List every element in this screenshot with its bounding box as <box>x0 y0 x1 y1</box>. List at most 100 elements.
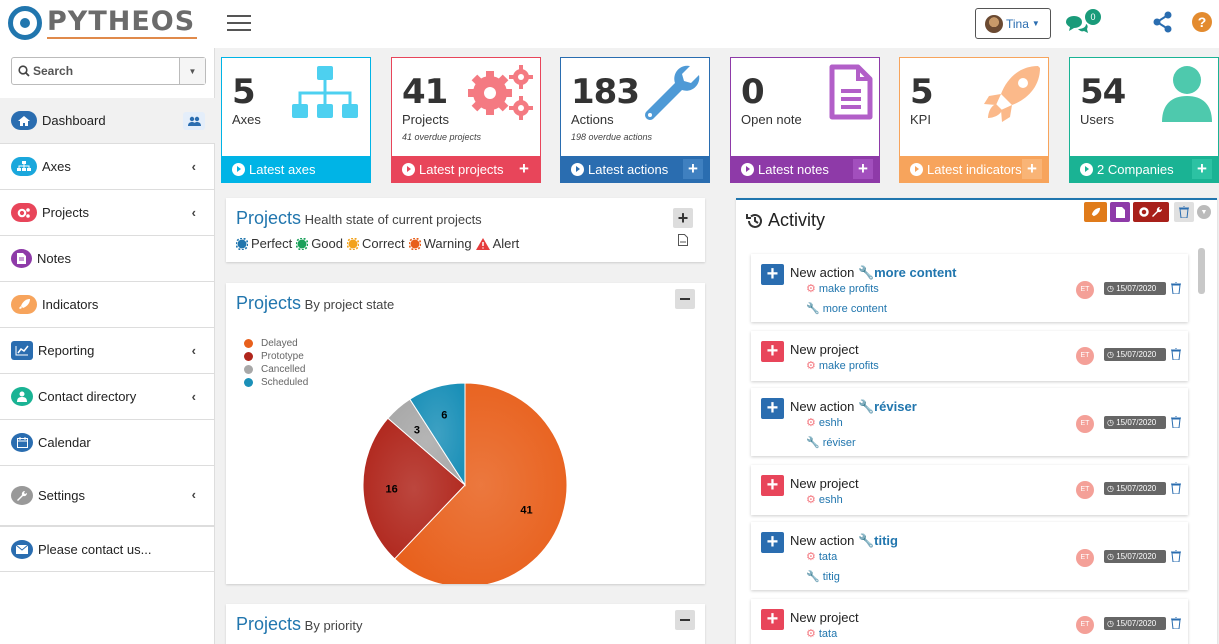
sidebar-item-label: Dashboard <box>42 113 106 128</box>
legend-correct: Correct <box>347 236 405 251</box>
chevron-left-icon: ‹ <box>191 159 196 174</box>
sidebar-item-projects[interactable]: Projects ‹ <box>0 190 215 236</box>
new-action-icon: + <box>761 532 784 553</box>
pie-slice-delayed[interactable] <box>393 382 568 584</box>
chevron-left-icon: ‹ <box>191 205 196 220</box>
sidebar-item-dashboard[interactable]: Dashboard <box>0 98 215 144</box>
gear-icon <box>408 237 421 250</box>
collapse-button[interactable] <box>675 610 695 630</box>
chat-icon[interactable] <box>1064 14 1088 39</box>
note-filter-icon[interactable] <box>1110 202 1130 222</box>
trash-icon[interactable] <box>1171 616 1181 632</box>
rocket-icon <box>982 64 1042 127</box>
sidebar-item-label: Please contact us... <box>38 541 152 557</box>
card-footer-label: 2 Companies <box>1097 161 1174 177</box>
sidebar-item-calendar[interactable]: Calendar <box>0 420 215 466</box>
sidebar-item-indicators[interactable]: Indicators <box>0 282 215 328</box>
add-project-button[interactable]: + <box>519 159 529 178</box>
arrow-right-icon <box>571 162 584 176</box>
latest-actions-link[interactable]: Latest actions + <box>561 156 709 182</box>
add-indicator-button[interactable]: + <box>1022 159 1042 179</box>
legend-label: Prototype <box>261 351 304 362</box>
card-value: 41 <box>402 72 448 112</box>
project-link[interactable]: ⚙ eshh <box>806 416 843 430</box>
project-link[interactable]: ⚙ tata <box>806 627 838 641</box>
hamburger-menu-icon[interactable] <box>227 15 251 31</box>
action-link[interactable]: 🔧réviser <box>806 436 856 450</box>
legend-swatch <box>244 378 253 387</box>
action-link[interactable]: 🔧more content <box>857 265 957 280</box>
action-link[interactable]: 🔧titig <box>806 570 840 584</box>
trash-icon[interactable] <box>1171 281 1181 297</box>
add-action-button[interactable]: + <box>683 159 703 179</box>
search-input[interactable]: Search <box>33 64 74 78</box>
sidebar-item-contact-directory[interactable]: Contact directory ‹ <box>0 374 215 420</box>
sidebar-item-axes[interactable]: Axes ‹ <box>0 144 215 190</box>
project-link[interactable]: ⚙ tata <box>806 550 838 564</box>
help-icon[interactable]: ? <box>1192 12 1212 32</box>
date-badge: ◷ 15/07/2020 <box>1104 416 1166 429</box>
panel-subtitle: By project state <box>304 297 395 312</box>
latest-axes-link[interactable]: Latest axes <box>222 156 370 182</box>
trash-icon[interactable] <box>1171 415 1181 431</box>
latest-notes-link[interactable]: Latest notes + <box>731 156 879 182</box>
sidebar-item-notes[interactable]: Notes <box>0 236 215 282</box>
trash-icon[interactable] <box>1171 347 1181 363</box>
action-link[interactable]: 🔧more content <box>806 302 887 316</box>
gear-icon <box>236 237 248 250</box>
users-icon[interactable] <box>183 112 205 130</box>
rocket-filter-icon[interactable] <box>1084 202 1107 222</box>
trash-icon[interactable] <box>1171 549 1181 565</box>
expand-button[interactable]: + <box>673 208 693 228</box>
project-action-filter-icon[interactable] <box>1133 202 1169 222</box>
collapse-button[interactable] <box>675 289 695 309</box>
search-dropdown-button[interactable]: ▼ <box>179 58 205 84</box>
latest-indicators-link[interactable]: Latest indicators + <box>900 156 1048 182</box>
sidebar: Search ▼ Dashboard Axes ‹ Projects ‹ Not… <box>0 48 215 644</box>
new-action-icon: + <box>761 398 784 419</box>
trash-filter-icon[interactable] <box>1174 202 1194 222</box>
sidebar-item-reporting[interactable]: Reporting ‹ <box>0 328 215 374</box>
logo-icon <box>8 6 42 40</box>
project-link[interactable]: ⚙ make profits <box>806 359 879 373</box>
legend-item-cancelled[interactable]: Cancelled <box>244 363 308 376</box>
legend-item-delayed[interactable]: Delayed <box>244 337 308 350</box>
wrench-icon: 🔧 <box>806 437 820 449</box>
logo[interactable]: PYTHEOS <box>8 6 198 40</box>
action-link[interactable]: 🔧titig <box>857 533 898 548</box>
panel-subtitle: By priority <box>304 618 363 633</box>
latest-projects-link[interactable]: Latest projects + <box>392 156 540 182</box>
project-link[interactable]: ⚙ eshh <box>806 493 843 507</box>
card-value: 0 <box>741 72 765 112</box>
calendar-icon <box>11 433 33 452</box>
card-value: 54 <box>1080 72 1126 112</box>
companies-link[interactable]: 2 Companies + <box>1070 156 1218 182</box>
search-box[interactable]: Search ▼ <box>11 57 206 85</box>
panel-title: Activity <box>768 210 826 230</box>
mail-icon <box>11 539 33 559</box>
trash-icon[interactable] <box>1171 481 1181 497</box>
scrollbar-thumb[interactable] <box>1198 248 1205 294</box>
add-note-button[interactable]: + <box>853 159 873 179</box>
pie-slice-prototype[interactable] <box>362 417 466 560</box>
chevron-down-icon[interactable]: ▼ <box>1197 205 1211 219</box>
file-icon <box>829 64 873 123</box>
add-company-button[interactable]: + <box>1192 159 1212 179</box>
action-link[interactable]: 🔧réviser <box>857 399 917 414</box>
pdf-icon[interactable] <box>678 234 688 249</box>
top-bar: PYTHEOS Tina ▼ 0 ? <box>0 0 1219 48</box>
legend-perfect: Perfect <box>236 236 292 251</box>
pie-slice-scheduled[interactable] <box>409 382 466 487</box>
legend-item-prototype[interactable]: Prototype <box>244 350 308 363</box>
user-menu-button[interactable]: Tina ▼ <box>975 8 1051 39</box>
sidebar-item-settings[interactable]: Settings ‹ <box>0 466 215 526</box>
sidebar-item-contact-us[interactable]: Please contact us... <box>0 526 215 572</box>
share-icon[interactable] <box>1153 11 1173 36</box>
activity-filters: ▼ <box>1084 202 1211 222</box>
sidebar-item-label: Projects <box>42 205 89 220</box>
project-link[interactable]: ⚙ make profits <box>806 282 879 296</box>
legend-label: Cancelled <box>261 364 306 375</box>
sidebar-item-label: Reporting <box>38 343 95 358</box>
card-subtext: 41 overdue projects <box>402 132 482 142</box>
legend-item-scheduled[interactable]: Scheduled <box>244 376 308 389</box>
